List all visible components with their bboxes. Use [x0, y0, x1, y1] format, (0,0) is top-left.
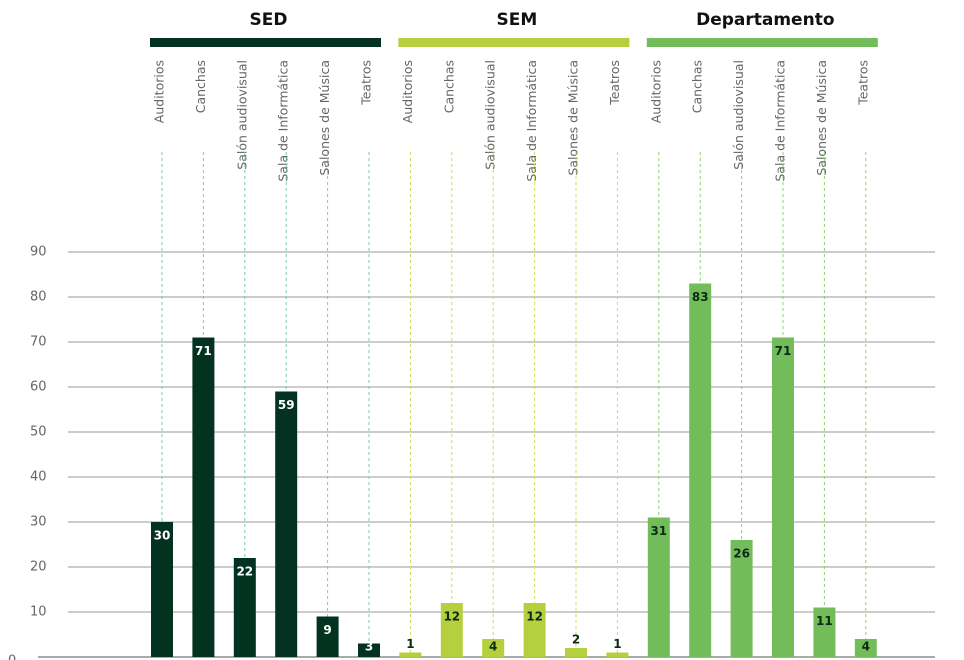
- bar: [233, 558, 256, 657]
- y-tick-label: 20: [30, 560, 47, 575]
- category-label: Salón audiovisual: [483, 60, 498, 170]
- category-label: Teatros: [855, 60, 870, 106]
- y-tick-label: 10: [30, 605, 47, 620]
- bar: [192, 337, 215, 657]
- value-label: 2: [572, 633, 580, 647]
- category-label: Salones de Música: [566, 60, 581, 176]
- bar: [316, 616, 339, 657]
- category-label: Canchas: [441, 60, 456, 113]
- category-label: Canchas: [690, 60, 705, 113]
- value-label: 12: [443, 610, 460, 624]
- bar: [440, 603, 463, 657]
- category-label: Auditorios: [400, 60, 415, 123]
- bar: [813, 607, 836, 657]
- value-label: 71: [775, 344, 792, 358]
- y-tick-label: 30: [30, 515, 47, 530]
- y-tick-label: 80: [30, 290, 47, 305]
- value-label: 83: [692, 290, 709, 304]
- bar: [689, 283, 712, 657]
- category-label: Sala de Informática: [524, 60, 539, 182]
- bar: [482, 639, 505, 657]
- bar: [358, 643, 380, 657]
- value-label: 26: [733, 547, 750, 561]
- group-title: SED: [250, 10, 288, 30]
- bar: [647, 517, 670, 657]
- category-label: Salones de Música: [814, 60, 829, 176]
- category-label: Sala de Informática: [773, 60, 788, 182]
- y-tick-label: 50: [30, 425, 47, 440]
- y-tick-label: 60: [30, 380, 47, 395]
- category-label: Salones de Música: [317, 60, 332, 176]
- y-tick-label: 70: [30, 335, 47, 350]
- value-label: 11: [816, 614, 833, 628]
- bar: [399, 652, 422, 657]
- y-tick-label: 90: [30, 245, 47, 260]
- value-label: 31: [650, 524, 667, 538]
- category-label: Auditorios: [648, 60, 663, 123]
- category-label: Salón audiovisual: [234, 60, 249, 170]
- bar: [151, 522, 173, 657]
- group-title: Departamento: [696, 10, 834, 30]
- y-tick-label: 40: [30, 470, 47, 485]
- y-tick-label: 0: [8, 654, 16, 660]
- bar: [275, 391, 298, 657]
- value-label: 12: [526, 610, 543, 624]
- bar: [772, 337, 794, 657]
- value-label: 9: [323, 623, 331, 637]
- bar: [565, 648, 587, 657]
- value-label: 1: [406, 637, 414, 651]
- category-label: Salón audiovisual: [731, 60, 746, 170]
- category-label: Teatros: [607, 60, 622, 106]
- value-label: 30: [154, 529, 171, 543]
- group-bar: [398, 38, 630, 47]
- value-label: 4: [489, 640, 497, 654]
- value-label: 71: [195, 344, 212, 358]
- value-label: 3: [365, 640, 373, 654]
- group-bar: [646, 38, 878, 47]
- bar: [606, 652, 629, 657]
- category-label: Teatros: [359, 60, 374, 106]
- group-title: SEM: [497, 10, 538, 30]
- value-label: 22: [236, 565, 253, 579]
- category-label: Canchas: [193, 60, 208, 113]
- group-bar: [150, 38, 381, 47]
- bar: [730, 540, 753, 657]
- value-label: 1: [613, 637, 621, 651]
- category-label: Sala de Informática: [276, 60, 291, 182]
- bar: [854, 639, 877, 657]
- value-label: 59: [278, 398, 295, 412]
- value-label: 4: [862, 640, 870, 654]
- category-label: Auditorios: [152, 60, 167, 123]
- bar: [523, 603, 546, 657]
